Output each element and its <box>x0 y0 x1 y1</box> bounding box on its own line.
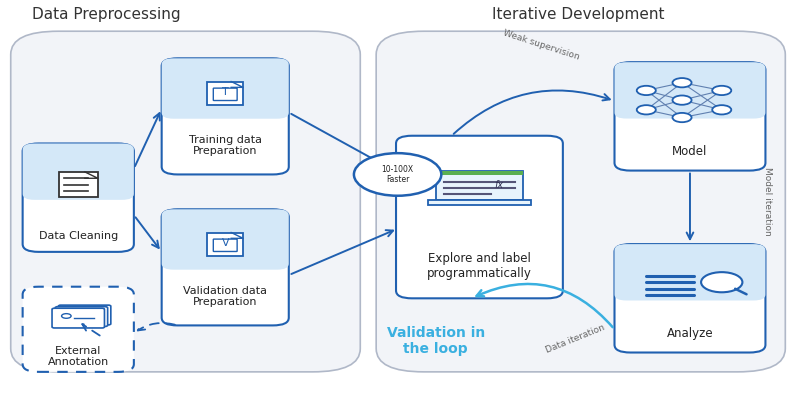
FancyBboxPatch shape <box>52 308 105 328</box>
Circle shape <box>68 310 78 315</box>
FancyBboxPatch shape <box>162 209 289 269</box>
FancyBboxPatch shape <box>428 200 531 205</box>
FancyBboxPatch shape <box>396 136 563 298</box>
FancyBboxPatch shape <box>614 62 766 171</box>
Text: Explore and label
programmatically: Explore and label programmatically <box>427 252 532 280</box>
Text: V: V <box>222 238 229 248</box>
FancyBboxPatch shape <box>207 232 243 256</box>
Circle shape <box>354 153 442 196</box>
FancyBboxPatch shape <box>22 143 134 200</box>
FancyBboxPatch shape <box>162 58 289 119</box>
Text: External
Annotation: External Annotation <box>48 346 109 367</box>
FancyBboxPatch shape <box>614 244 766 353</box>
Circle shape <box>701 272 742 292</box>
Text: 10-100X
Faster: 10-100X Faster <box>382 165 414 184</box>
FancyBboxPatch shape <box>436 171 523 175</box>
FancyBboxPatch shape <box>214 239 237 251</box>
Text: Analyze: Analyze <box>666 327 714 340</box>
Circle shape <box>637 105 656 114</box>
FancyBboxPatch shape <box>162 58 289 175</box>
Circle shape <box>673 78 691 87</box>
FancyBboxPatch shape <box>10 31 360 372</box>
FancyBboxPatch shape <box>22 287 134 372</box>
Text: T: T <box>222 87 229 97</box>
Text: Weak supervision: Weak supervision <box>502 28 581 61</box>
FancyBboxPatch shape <box>207 82 243 105</box>
Circle shape <box>712 86 731 95</box>
Text: Model: Model <box>672 145 708 158</box>
Text: Validation in
the loop: Validation in the loop <box>386 326 485 356</box>
Circle shape <box>712 105 731 114</box>
Text: Iterative Development: Iterative Development <box>493 7 665 22</box>
FancyBboxPatch shape <box>436 171 523 200</box>
Text: Model iteration: Model iteration <box>763 167 772 236</box>
Circle shape <box>673 95 691 105</box>
Text: fx: fx <box>494 180 504 190</box>
FancyBboxPatch shape <box>376 31 786 372</box>
Circle shape <box>637 86 656 95</box>
FancyBboxPatch shape <box>22 143 134 252</box>
FancyBboxPatch shape <box>214 88 237 100</box>
FancyBboxPatch shape <box>55 307 108 326</box>
Text: Data Cleaning: Data Cleaning <box>38 230 118 241</box>
FancyBboxPatch shape <box>614 244 766 301</box>
Text: Data iteration: Data iteration <box>544 323 606 355</box>
Circle shape <box>673 113 691 122</box>
Text: Data Preprocessing: Data Preprocessing <box>32 7 180 22</box>
FancyBboxPatch shape <box>162 209 289 325</box>
Circle shape <box>62 314 71 318</box>
FancyBboxPatch shape <box>58 305 111 325</box>
FancyBboxPatch shape <box>58 172 98 197</box>
FancyBboxPatch shape <box>614 62 766 119</box>
Circle shape <box>65 312 74 317</box>
Text: Training data
Preparation: Training data Preparation <box>189 135 262 156</box>
Text: Validation data
Preparation: Validation data Preparation <box>183 286 267 307</box>
